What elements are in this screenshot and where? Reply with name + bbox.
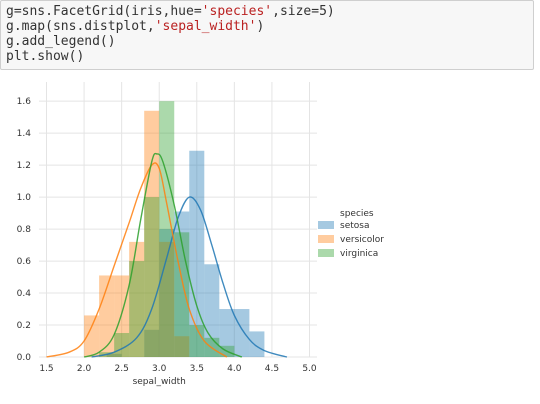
hist-bar-setosa (174, 211, 190, 357)
hist-bar-setosa (234, 309, 250, 357)
code-text: ) (256, 19, 265, 34)
y-tick-label: 0.2 (17, 321, 31, 331)
x-tick-label: 4.0 (227, 364, 242, 374)
kde-line-virginica (83, 152, 243, 358)
x-tick-label: 3.0 (152, 364, 167, 374)
kde-line-setosa (91, 196, 288, 358)
code-line: g.add_legend() (6, 34, 533, 49)
code-string: 'sepal_width' (154, 19, 257, 34)
distplot-chart: 1.5 2.0 2.5 3.0 3.5 4.0 4.5 5.0 0.0 0.2 0.4 0.6 0.8 1… (17, 82, 384, 387)
kde-line-versicolor (46, 162, 228, 358)
y-tick-label: 1.4 (17, 129, 32, 139)
hist-bar-setosa (106, 353, 122, 357)
hist-bar-setosa (219, 309, 235, 357)
hist-bar-versicolor (129, 241, 145, 357)
y-tick-label: 1.6 (17, 97, 32, 107)
hist-bar-setosa (249, 331, 265, 357)
code-text: plt.show() (6, 49, 85, 64)
x-tick-label: 5.0 (302, 364, 317, 374)
y-tick-label: 1.2 (17, 161, 31, 171)
hist-bar-versicolor (99, 275, 115, 357)
code-text: g.add_legend() (6, 34, 116, 49)
code-text: g=sns.FacetGrid(iris,hue= (6, 4, 202, 19)
hist-bar-setosa (189, 150, 205, 357)
code-text: ,size=5) (272, 4, 335, 19)
x-tick-label: 4.5 (265, 364, 279, 374)
x-tick-label: 3.5 (190, 364, 204, 374)
hist-bar-virginica (189, 325, 205, 357)
x-tick-label: 1.5 (39, 364, 53, 374)
y-tick-label: 0.6 (17, 257, 32, 267)
code-lines: g=sns.FacetGrid(iris,hue='species',size=… (6, 4, 533, 64)
x-axis-label: sepal_width (133, 377, 186, 387)
y-tick-label: 1.0 (17, 193, 32, 203)
y-tick-label: 0.4 (17, 289, 32, 299)
code-string: 'species' (201, 4, 273, 19)
legend-label-versicolor: versicolor (340, 235, 384, 245)
hist-bar-setosa (159, 229, 175, 357)
y-tick-label: 0.8 (17, 225, 32, 235)
y-tick-label: 0.0 (17, 353, 32, 363)
hist-bar-virginica (159, 101, 175, 357)
legend-label-setosa: setosa (340, 221, 369, 231)
code-cell[interactable]: g=sns.FacetGrid(iris,hue='species',size=… (0, 0, 534, 70)
legend-label-virginica: virginica (340, 249, 378, 259)
code-text: g.map(sns.distplot, (6, 19, 155, 34)
hist-bar-versicolor (84, 315, 100, 357)
legend-swatch-setosa (318, 221, 334, 229)
code-line: plt.show() (6, 49, 533, 64)
legend-swatch-virginica (318, 249, 334, 257)
hist-bar-setosa (144, 329, 160, 357)
code-line: g.map(sns.distplot,'sepal_width') (6, 19, 533, 34)
legend-swatch-versicolor (318, 235, 334, 243)
hist-bar-versicolor (174, 336, 190, 357)
hist-bar-virginica (144, 197, 160, 357)
x-tick-label: 2.0 (77, 364, 92, 374)
code-line: g=sns.FacetGrid(iris,hue='species',size=… (6, 4, 533, 19)
legend-title: species (340, 209, 374, 219)
hist-bar-versicolor (114, 275, 130, 357)
output-area: 1.5 2.0 2.5 3.0 3.5 4.0 4.5 5.0 0.0 0.2 0.4 0.6 0.8 1… (0, 72, 534, 402)
x-tick-label: 2.5 (114, 364, 128, 374)
